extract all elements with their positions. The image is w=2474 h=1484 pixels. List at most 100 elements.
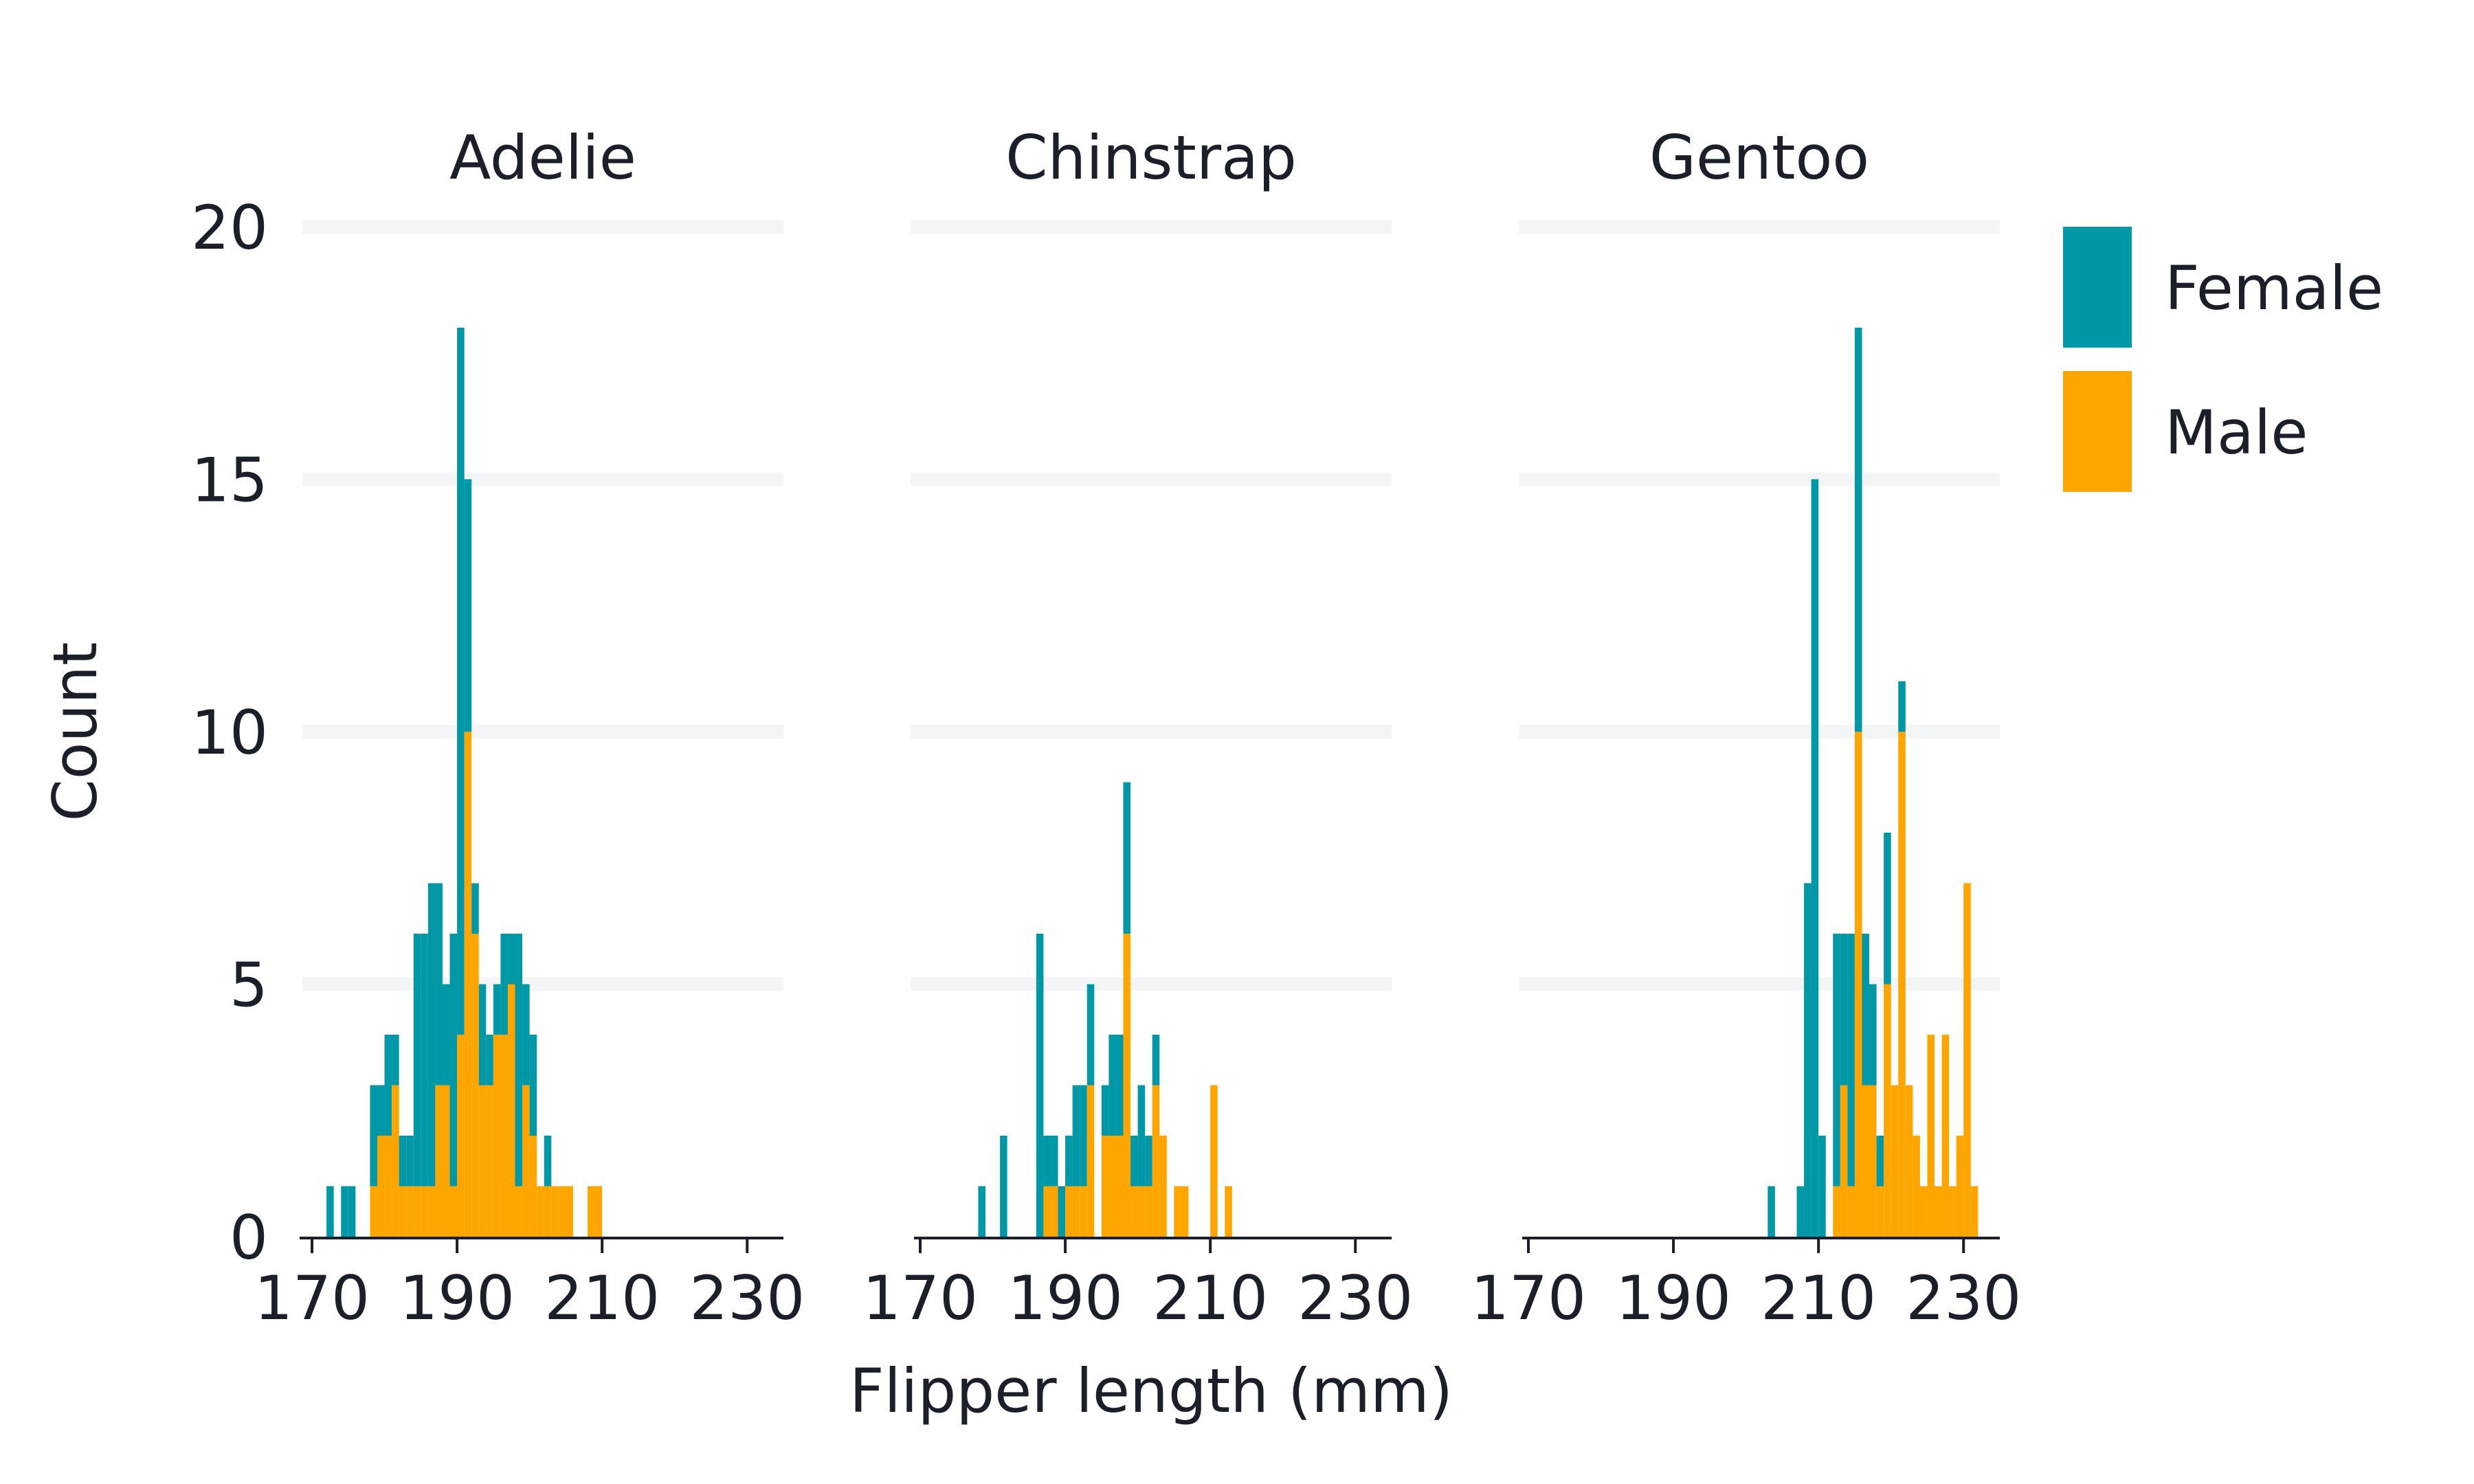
bar-female [507,934,515,985]
x-tick-label: 190 [1007,1263,1123,1334]
bar-male [1854,732,1862,1237]
bar-female [370,1085,377,1187]
bar-female [1869,984,1877,1086]
x-tick-label: 230 [689,1263,805,1334]
bar-female [464,479,472,732]
bar-female [384,1035,392,1136]
bar-male [522,1085,530,1237]
facet-title: Gentoo [1649,122,1869,193]
bar-female [1101,1085,1109,1136]
bar-male [486,1085,493,1237]
bar-female [406,1136,414,1187]
bar-female [1050,1136,1058,1187]
bar-male [1086,1085,1095,1237]
bar-female [1108,1035,1116,1136]
bar-female [413,934,421,1187]
bar-female [399,1136,407,1187]
facet-title: Chinstrap [1005,122,1297,193]
bar-female [435,883,443,1086]
bar-female [1036,934,1044,1237]
bar-female [478,984,487,1086]
bar-male [1181,1186,1189,1237]
facet-chinstrap: Chinstrap 170 190 210 230 [862,122,1413,1334]
bar-male [421,1186,428,1237]
bar-male [1101,1136,1109,1237]
bar-female [1804,883,1812,1237]
bar-male [1963,883,1971,1237]
bar-female [529,1035,537,1136]
bar-male [442,1085,450,1237]
bar-female [1898,681,1906,732]
bar-female [1145,1136,1152,1187]
bar-female [377,1085,385,1136]
bar-male [1862,1085,1870,1237]
bar-female [1884,833,1891,985]
x-tick-label: 170 [254,1263,370,1334]
facet-title: Adelie [449,122,636,193]
bar-male [1210,1085,1218,1237]
bar-female [348,1186,356,1237]
legend-label-female: Female [2165,253,2383,324]
bar-female [1080,1085,1087,1187]
bar-male [1050,1186,1058,1237]
bar-female [522,984,530,1086]
bar-female [1876,1136,1884,1187]
legend-swatch-male [2063,371,2132,492]
x-tick-label: 210 [544,1263,660,1334]
bar-male [406,1186,414,1237]
bar-male [1941,1035,1950,1237]
bar-female [1072,1085,1080,1187]
bar-female [1000,1136,1007,1237]
bar-female [326,1186,334,1237]
bar-female [341,1186,348,1237]
bar-male [392,1085,399,1237]
bar-male [1876,1186,1884,1237]
y-axis-title: Count [40,642,111,821]
bar-female [1854,328,1862,732]
facets-group: Adelie 170 190 210 230 0 5 10 15 20 Chinstrap 170 19… [191,122,2021,1334]
bar-male [1065,1186,1073,1237]
bar-male [1123,934,1131,1237]
x-tick-label: 230 [1906,1263,2021,1334]
bar-female [1058,1186,1066,1237]
bar-male [1919,1186,1928,1237]
x-tick-label: 170 [1471,1263,1586,1334]
bar-male [1884,984,1891,1237]
bar-male [377,1136,385,1237]
bar-female [493,984,501,1035]
y-tick-label: 15 [191,445,268,516]
bar-female [978,1186,985,1237]
bar-male [500,1035,508,1237]
bar-female [1833,934,1840,1187]
bar-male [1108,1136,1116,1237]
bar-male [1080,1186,1087,1237]
bar-female [457,328,465,1035]
bar-male [1905,1085,1913,1237]
bar-male [537,1186,544,1237]
bar-female [1818,1136,1826,1237]
bar-male [544,1186,552,1237]
bar-male [384,1136,392,1237]
x-tick-label: 210 [1761,1263,1876,1334]
x-tick-label: 170 [862,1263,978,1334]
bar-male [1956,1136,1964,1237]
bar-male [1891,1085,1899,1237]
bar-male [1115,1136,1124,1237]
x-tick-label: 210 [1152,1263,1268,1334]
bar-male [566,1186,573,1237]
bar-female [500,934,508,1035]
bar-male [1847,1186,1855,1237]
bar-female [449,934,458,1187]
bar-female [1130,1136,1138,1187]
x-axis-title: Flipper length (mm) [849,1356,1453,1426]
bar-male [399,1186,407,1237]
bar-male [478,1085,487,1237]
y-tick-label: 20 [191,192,268,263]
bar-female [1862,934,1870,1086]
bar-male [427,1186,436,1237]
bar-male [529,1136,537,1237]
bar-female [1811,479,1819,1237]
bar-male [1913,1136,1920,1237]
bar-male [449,1186,458,1237]
